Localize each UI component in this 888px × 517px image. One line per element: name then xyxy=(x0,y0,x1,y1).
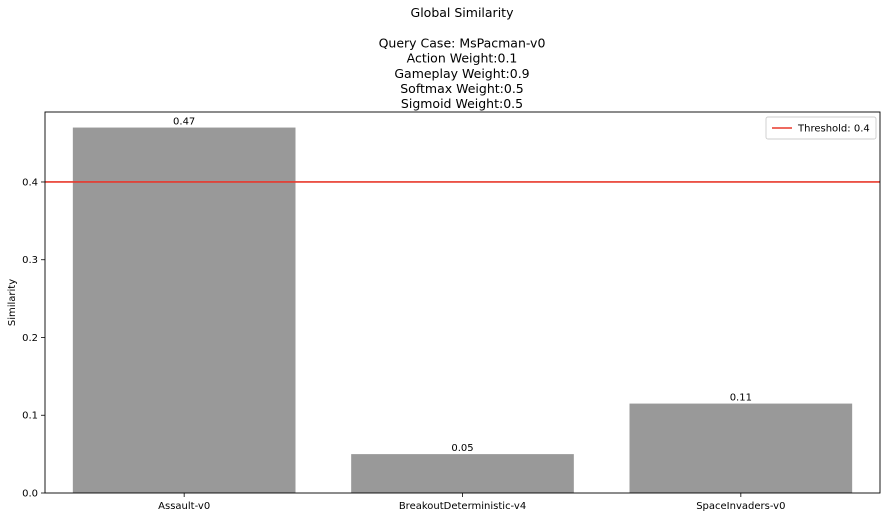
bar xyxy=(351,454,574,493)
title-line: Action Weight:0.1 xyxy=(407,51,518,66)
y-tick-label: 0.2 xyxy=(22,333,38,344)
bar-value-label: 0.47 xyxy=(173,117,195,128)
bar-value-label: 0.05 xyxy=(451,443,473,454)
x-tick-label: Assault-v0 xyxy=(158,501,210,512)
y-tick-label: 0.0 xyxy=(22,489,38,500)
bar xyxy=(629,403,853,493)
title-line: Gameplay Weight:0.9 xyxy=(394,66,529,81)
y-tick-label: 0.1 xyxy=(22,411,38,422)
y-tick-label: 0.3 xyxy=(22,255,38,266)
y-tick-label: 0.4 xyxy=(22,177,38,188)
title-line: Global Similarity xyxy=(411,5,515,20)
axes: 0.0 0.1 0.2 0.3 0.4 Assault-v0 BreakoutDetermi… xyxy=(7,111,881,512)
data-labels: 0.47 0.05 0.11 xyxy=(173,117,752,455)
legend: Threshold: 0.4 xyxy=(765,116,877,140)
legend-box xyxy=(765,116,877,140)
y-axis-label: Similarity xyxy=(7,279,18,326)
bar xyxy=(72,127,296,493)
title-line: Sigmoid Weight:0.5 xyxy=(401,96,523,111)
title-line: Softmax Weight:0.5 xyxy=(400,81,524,96)
x-tick-label: BreakoutDeterministic-v4 xyxy=(399,501,526,512)
x-tick-label: SpaceInvaders-v0 xyxy=(696,501,785,512)
title-line: Query Case: MsPacman-v0 xyxy=(379,35,546,50)
legend-label: Threshold: 0.4 xyxy=(797,124,870,135)
bars xyxy=(72,127,853,493)
bar-value-label: 0.11 xyxy=(730,393,752,404)
chart-title: Global Similarity Query Case: MsPacman-v0… xyxy=(379,5,546,111)
